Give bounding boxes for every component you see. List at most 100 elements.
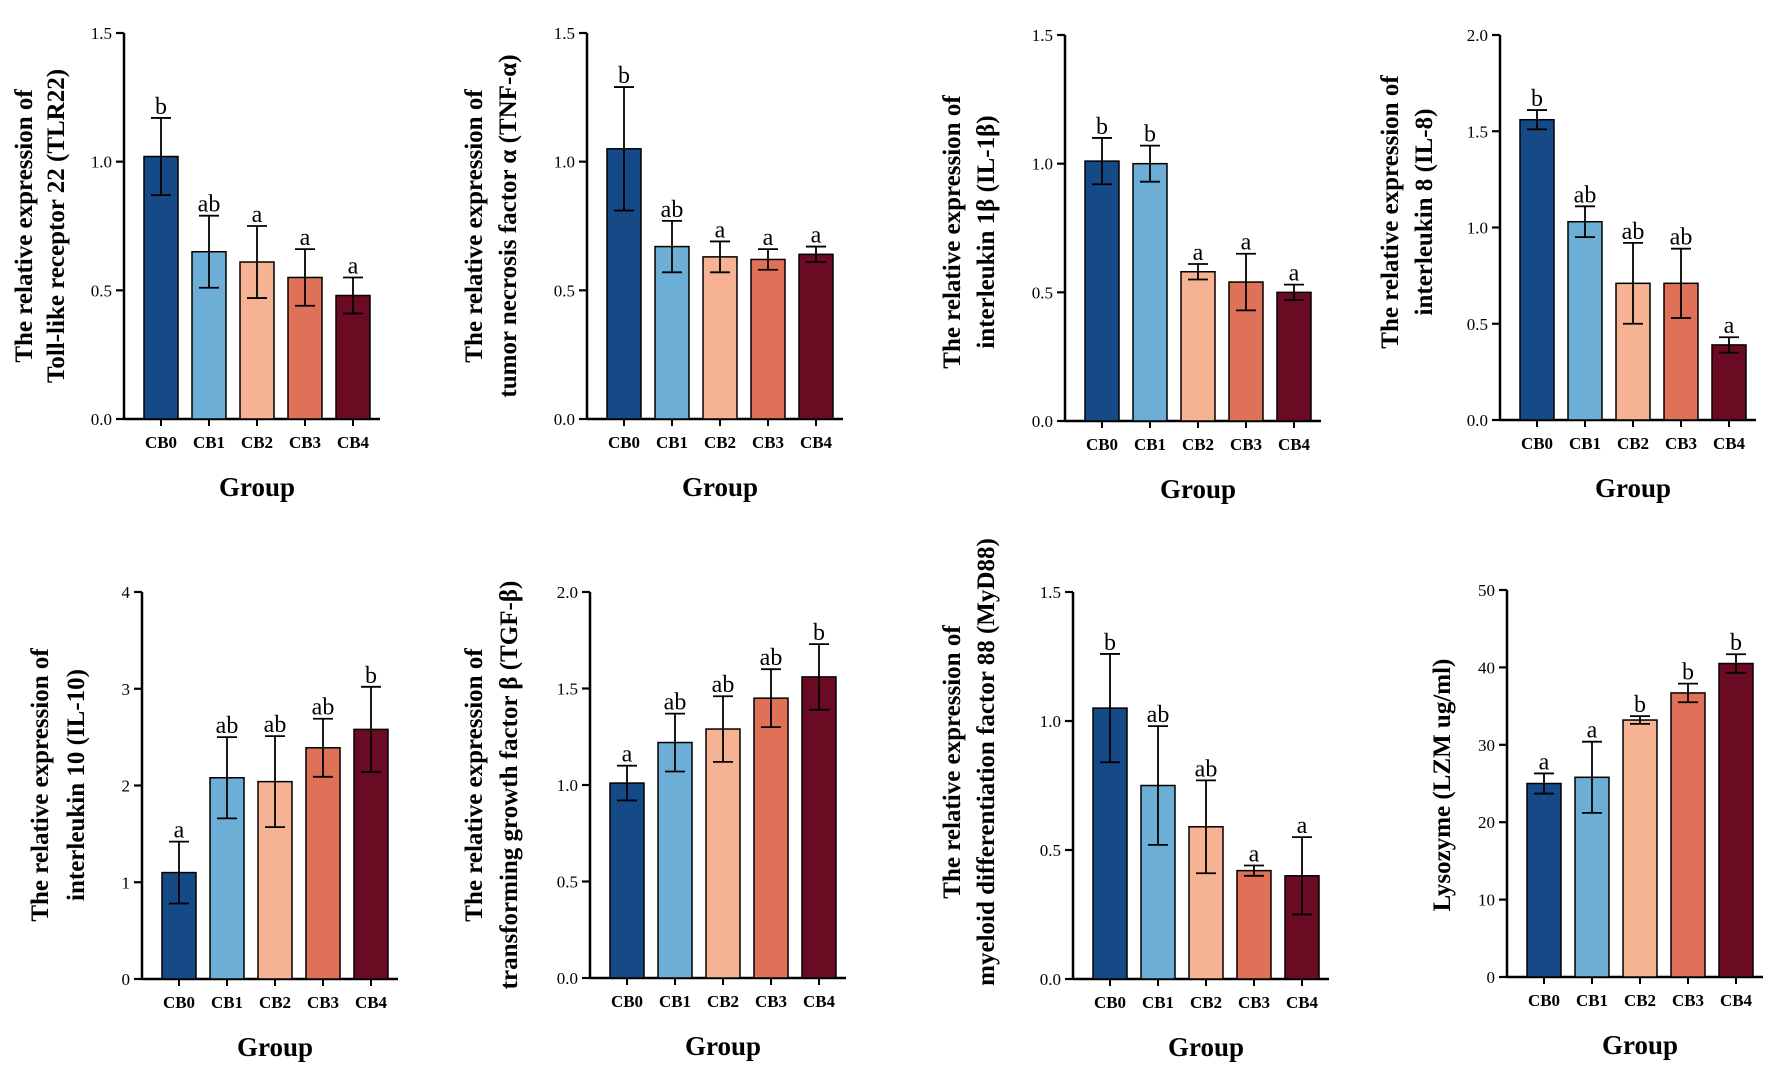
y-axis-label-line-2: interleukin 8 (IL-8) xyxy=(1411,109,1438,316)
significance-label: ab xyxy=(712,672,735,698)
x-axis-label: Group xyxy=(237,1032,313,1062)
chart-panel-1: 0.0 0.5 1.0 1.5 CB0 b CB1 ab CB2 a CB3 a CB4 a Group Th… xyxy=(11,24,380,502)
y-tick-label: 1.5 xyxy=(1040,583,1061,602)
y-tick-label: 2 xyxy=(122,777,131,796)
significance-label: a xyxy=(1289,261,1300,287)
bar-cb4 xyxy=(1718,662,1754,978)
category-label: CB3 xyxy=(307,993,339,1012)
category-label: CB2 xyxy=(1617,434,1649,453)
x-axis-label: Group xyxy=(682,472,758,502)
significance-label: a xyxy=(1193,240,1204,266)
bar-cb0 xyxy=(609,782,645,979)
category-label: CB3 xyxy=(1238,993,1270,1012)
bar-cb3 xyxy=(305,747,341,980)
bar-cb3 xyxy=(750,258,786,420)
y-tick-label: 1.5 xyxy=(1467,122,1488,141)
y-tick-label: 0.5 xyxy=(554,281,575,300)
significance-label: a xyxy=(252,202,263,228)
category-label: CB0 xyxy=(1086,435,1118,454)
y-tick-label: 1 xyxy=(122,873,131,892)
category-label: CB2 xyxy=(1624,991,1656,1010)
category-label: CB3 xyxy=(1230,435,1262,454)
bar-cb3 xyxy=(1236,869,1272,980)
significance-label: a xyxy=(1297,813,1308,839)
y-tick-label: 1.5 xyxy=(1032,26,1053,45)
significance-label: a xyxy=(763,225,774,251)
category-label: CB1 xyxy=(1576,991,1608,1010)
y-tick-label: 0.0 xyxy=(1032,412,1053,431)
bar-cb4 xyxy=(798,253,834,420)
category-label: CB4 xyxy=(803,992,836,1011)
significance-label: a xyxy=(622,742,633,768)
category-label: CB0 xyxy=(1528,991,1560,1010)
y-axis-label-line-1: The relative expression of xyxy=(461,648,488,922)
y-axis-label-line-2: Toll-like receptor 22 (TLR22) xyxy=(43,69,70,383)
y-tick-label: 0 xyxy=(1487,968,1496,987)
y-tick-label: 0.5 xyxy=(1032,283,1053,302)
category-label: CB1 xyxy=(211,993,243,1012)
significance-label: ab xyxy=(1622,219,1645,245)
y-tick-label: 50 xyxy=(1478,581,1495,600)
y-axis-label-line-2: myeloid differentiation factor 88 (MyD88… xyxy=(973,538,1000,986)
y-tick-label: 1.5 xyxy=(91,24,112,43)
category-label: CB2 xyxy=(707,992,739,1011)
y-tick-label: 1.0 xyxy=(1032,155,1053,174)
category-label: CB4 xyxy=(1720,991,1753,1010)
significance-label: b xyxy=(1096,114,1108,140)
significance-label: ab xyxy=(760,645,783,671)
bar-cb2 xyxy=(702,256,738,420)
y-axis-label-line-2: tumor necrosis factor α (TNF-α) xyxy=(495,54,522,397)
x-axis-label: Group xyxy=(685,1031,761,1061)
y-tick-label: 1.0 xyxy=(91,153,112,172)
chart-panel-6: 0.0 0.5 1.0 1.5 2.0 CB0 a CB1 ab CB2 ab CB3 ab CB4 b Gr… xyxy=(461,581,846,1061)
x-axis-label: Group xyxy=(1602,1030,1678,1060)
bar-cb3 xyxy=(753,697,789,979)
bar-cb4 xyxy=(1276,291,1312,422)
significance-label: a xyxy=(1724,313,1735,339)
category-label: CB2 xyxy=(704,433,736,452)
significance-label: a xyxy=(1539,749,1550,775)
significance-label: ab xyxy=(661,197,684,223)
category-label: CB1 xyxy=(1134,435,1166,454)
y-axis-label-line-1: The relative expression of xyxy=(27,648,54,922)
y-tick-label: 0.5 xyxy=(1040,841,1061,860)
y-axis-label-line-1: The relative expression of xyxy=(461,89,488,363)
category-label: CB2 xyxy=(259,993,291,1012)
x-axis-label: Group xyxy=(219,472,295,502)
y-tick-label: 0.5 xyxy=(1467,315,1488,334)
significance-label: ab xyxy=(1195,756,1218,782)
category-label: CB0 xyxy=(145,433,177,452)
significance-label: a xyxy=(348,253,359,279)
bar-cb2 xyxy=(1180,270,1216,422)
chart-panel-3: 0.0 0.5 1.0 1.5 CB0 b CB1 b CB2 a CB3 a CB4 a Group The… xyxy=(939,26,1321,504)
significance-label: b xyxy=(1682,660,1694,686)
bar-cb0 xyxy=(1084,160,1120,422)
category-label: CB1 xyxy=(193,433,225,452)
category-label: CB0 xyxy=(1094,993,1126,1012)
category-label: CB3 xyxy=(1665,434,1697,453)
y-tick-label: 2.0 xyxy=(557,583,578,602)
category-label: CB2 xyxy=(1182,435,1214,454)
y-tick-label: 1.0 xyxy=(1467,219,1488,238)
bar-cb0 xyxy=(1519,118,1555,421)
category-label: CB4 xyxy=(355,993,388,1012)
significance-label: b xyxy=(1531,86,1543,112)
significance-label: b xyxy=(1104,630,1116,656)
y-tick-label: 0.0 xyxy=(554,410,575,429)
category-label: CB4 xyxy=(1286,993,1319,1012)
significance-label: a xyxy=(174,818,185,844)
bar-cb4 xyxy=(1711,344,1747,421)
significance-label: ab xyxy=(664,690,687,716)
bar-cb1 xyxy=(654,245,690,420)
y-tick-label: 20 xyxy=(1478,813,1495,832)
significance-label: a xyxy=(1249,841,1260,867)
y-tick-label: 4 xyxy=(122,583,131,602)
y-tick-label: 0.5 xyxy=(91,281,112,300)
significance-label: a xyxy=(1241,230,1252,256)
bar-cb2 xyxy=(1622,719,1658,978)
significance-label: b xyxy=(1730,630,1742,656)
significance-label: ab xyxy=(1574,182,1597,208)
y-tick-label: 0.0 xyxy=(1040,970,1061,989)
y-axis-label-line-1: The relative expression of xyxy=(939,625,966,899)
bar-cb1 xyxy=(1567,220,1603,421)
